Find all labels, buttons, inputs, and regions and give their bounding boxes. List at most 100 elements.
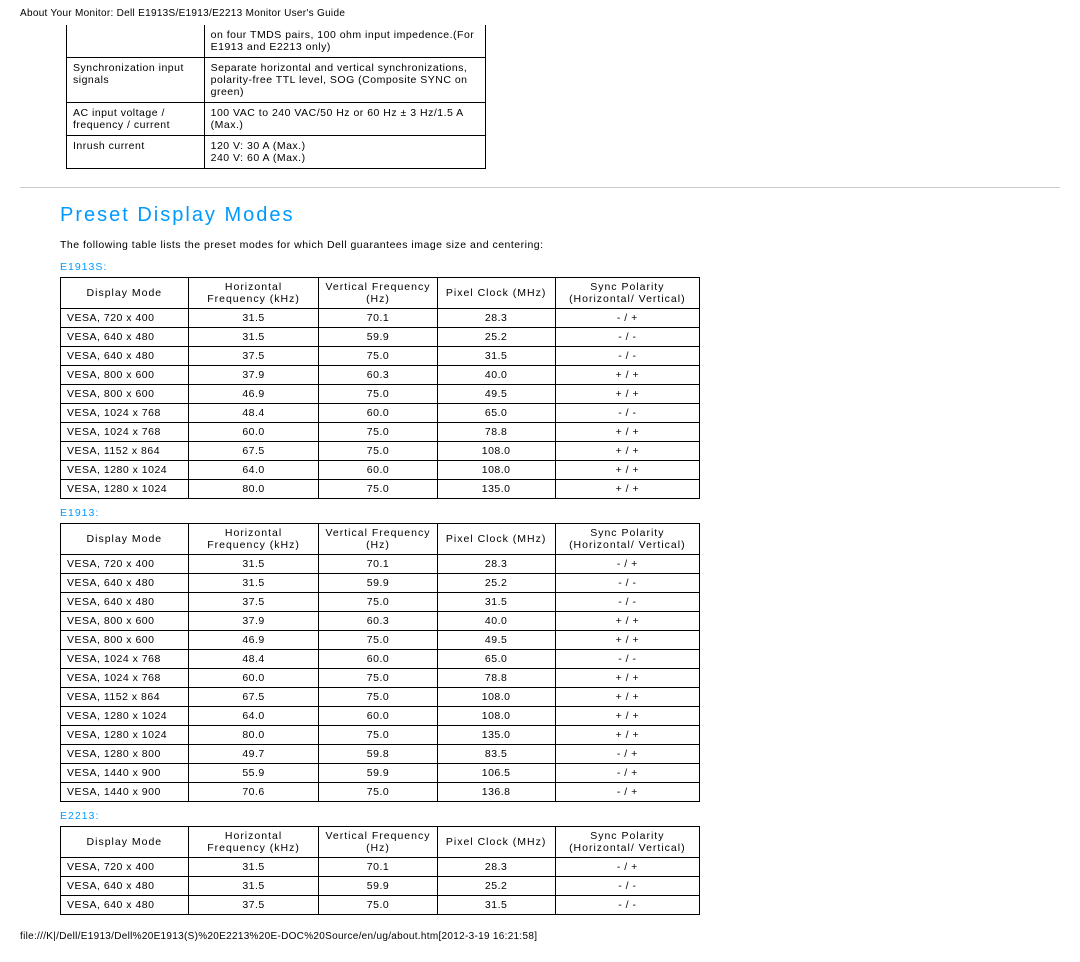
table-cell: 59.9 (319, 764, 437, 783)
table-row: VESA, 800 x 60046.975.049.5+ / + (61, 385, 700, 404)
model-label: E1913: (60, 507, 1060, 519)
table-cell: 108.0 (437, 461, 555, 480)
table-cell: - / - (555, 347, 699, 366)
table-cell: 78.8 (437, 423, 555, 442)
table-cell: 135.0 (437, 480, 555, 499)
table-row: VESA, 1280 x 80049.759.883.5- / + (61, 745, 700, 764)
table-cell: 25.2 (437, 877, 555, 896)
table-cell: VESA, 1440 x 900 (61, 764, 189, 783)
table-cell: 60.3 (319, 366, 437, 385)
spec-table: on four TMDS pairs, 100 ohm input impede… (66, 25, 486, 169)
table-row: VESA, 1152 x 86467.575.0108.0+ / + (61, 442, 700, 461)
table-cell: 31.5 (437, 347, 555, 366)
table-cell: + / + (555, 423, 699, 442)
column-header: Pixel Clock (MHz) (437, 827, 555, 858)
table-cell: - / + (555, 745, 699, 764)
table-cell: VESA, 1280 x 1024 (61, 726, 189, 745)
table-cell: VESA, 800 x 600 (61, 366, 189, 385)
table-cell: VESA, 640 x 480 (61, 593, 189, 612)
page-header: About Your Monitor: Dell E1913S/E1913/E2… (20, 8, 1060, 19)
table-cell: 59.9 (319, 328, 437, 347)
table-cell: 31.5 (188, 309, 319, 328)
table-cell: 28.3 (437, 858, 555, 877)
table-row: VESA, 640 x 48037.575.031.5- / - (61, 896, 700, 915)
table-cell: VESA, 640 x 480 (61, 347, 189, 366)
table-cell: - / - (555, 404, 699, 423)
table-cell: 75.0 (319, 593, 437, 612)
table-cell: 136.8 (437, 783, 555, 802)
table-row: VESA, 800 x 60037.960.340.0+ / + (61, 366, 700, 385)
column-header: Horizontal Frequency (kHz) (188, 278, 319, 309)
table-cell: 31.5 (188, 555, 319, 574)
table-cell: VESA, 1280 x 1024 (61, 480, 189, 499)
table-cell: VESA, 1152 x 864 (61, 442, 189, 461)
table-cell: 60.0 (188, 423, 319, 442)
table-row: VESA, 800 x 60046.975.049.5+ / + (61, 631, 700, 650)
table-row: VESA, 640 x 48031.559.925.2- / - (61, 877, 700, 896)
table-cell: VESA, 1024 x 768 (61, 404, 189, 423)
table-cell: VESA, 720 x 400 (61, 309, 189, 328)
table-cell: 55.9 (188, 764, 319, 783)
table-row: VESA, 640 x 48031.559.925.2- / - (61, 328, 700, 347)
table-cell: 106.5 (437, 764, 555, 783)
table-cell: VESA, 640 x 480 (61, 574, 189, 593)
table-row: VESA, 1024 x 76860.075.078.8+ / + (61, 669, 700, 688)
table-cell: - / - (555, 896, 699, 915)
table-cell: 75.0 (319, 896, 437, 915)
table-cell: + / + (555, 461, 699, 480)
table-cell: 46.9 (188, 631, 319, 650)
table-cell: 70.1 (319, 858, 437, 877)
table-row: VESA, 640 x 48031.559.925.2- / - (61, 574, 700, 593)
table-cell: 31.5 (437, 593, 555, 612)
column-header: Display Mode (61, 524, 189, 555)
table-cell: 25.2 (437, 574, 555, 593)
table-cell: VESA, 800 x 600 (61, 612, 189, 631)
column-header: Display Mode (61, 278, 189, 309)
table-cell: + / + (555, 688, 699, 707)
table-row: VESA, 1280 x 102464.060.0108.0+ / + (61, 707, 700, 726)
table-cell: 80.0 (188, 726, 319, 745)
table-cell: + / + (555, 707, 699, 726)
table-cell: - / - (555, 650, 699, 669)
table-cell: 60.0 (319, 461, 437, 480)
table-cell: 40.0 (437, 366, 555, 385)
table-row: VESA, 1024 x 76848.460.065.0- / - (61, 650, 700, 669)
spec-label (67, 25, 205, 58)
table-cell: 46.9 (188, 385, 319, 404)
table-cell: - / + (555, 783, 699, 802)
table-cell: 37.9 (188, 366, 319, 385)
table-cell: VESA, 1280 x 1024 (61, 461, 189, 480)
table-cell: 75.0 (319, 669, 437, 688)
table-cell: 25.2 (437, 328, 555, 347)
table-cell: 75.0 (319, 385, 437, 404)
table-cell: + / + (555, 612, 699, 631)
preset-modes-table: Display ModeHorizontal Frequency (kHz)Ve… (60, 277, 700, 499)
column-header: Horizontal Frequency (kHz) (188, 827, 319, 858)
preset-modes-table: Display ModeHorizontal Frequency (kHz)Ve… (60, 826, 700, 915)
table-cell: 64.0 (188, 707, 319, 726)
table-row: VESA, 1440 x 90070.675.0136.8- / + (61, 783, 700, 802)
table-row: VESA, 1280 x 102480.075.0135.0+ / + (61, 726, 700, 745)
table-row: VESA, 800 x 60037.960.340.0+ / + (61, 612, 700, 631)
table-cell: 75.0 (319, 347, 437, 366)
table-cell: 67.5 (188, 688, 319, 707)
table-cell: 75.0 (319, 783, 437, 802)
table-cell: - / + (555, 555, 699, 574)
table-cell: 37.9 (188, 612, 319, 631)
table-cell: 70.1 (319, 555, 437, 574)
table-cell: + / + (555, 442, 699, 461)
spec-value: 100 VAC to 240 VAC/50 Hz or 60 Hz ± 3 Hz… (204, 103, 485, 136)
table-cell: 108.0 (437, 442, 555, 461)
table-cell: 31.5 (188, 877, 319, 896)
table-cell: 67.5 (188, 442, 319, 461)
model-label: E1913S: (60, 261, 1060, 273)
table-row: VESA, 640 x 48037.575.031.5- / - (61, 593, 700, 612)
table-cell: - / + (555, 309, 699, 328)
table-cell: + / + (555, 631, 699, 650)
table-cell: - / - (555, 593, 699, 612)
spec-value: 120 V: 30 A (Max.) 240 V: 60 A (Max.) (204, 136, 485, 169)
table-cell: VESA, 1024 x 768 (61, 423, 189, 442)
table-cell: VESA, 640 x 480 (61, 896, 189, 915)
preset-modes-table: Display ModeHorizontal Frequency (kHz)Ve… (60, 523, 700, 802)
table-cell: 37.5 (188, 347, 319, 366)
